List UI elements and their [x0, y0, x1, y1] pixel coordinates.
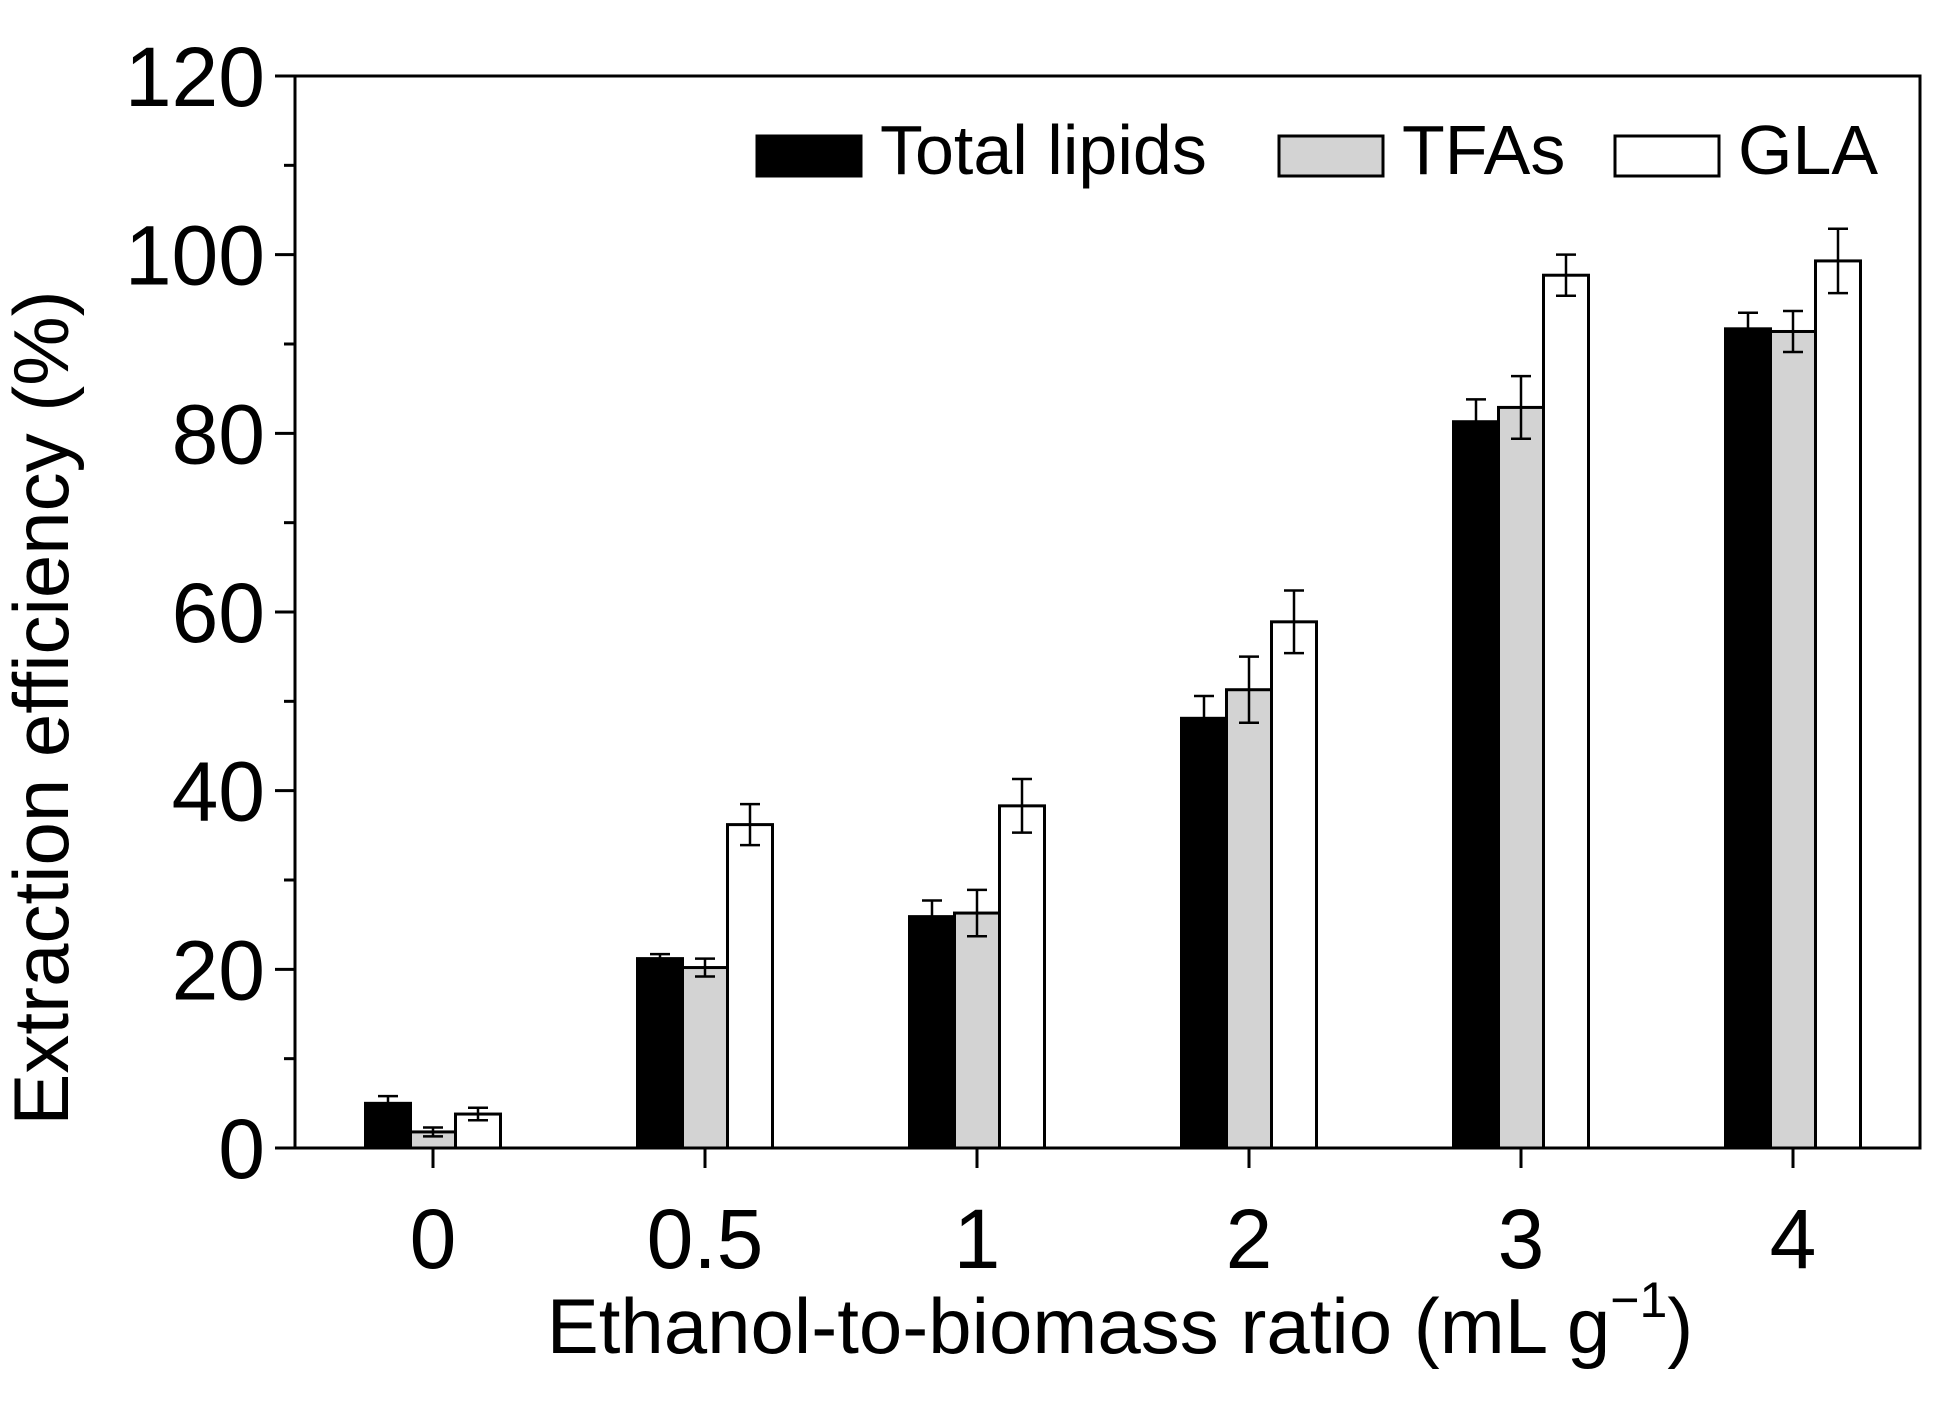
bar-tfas-1 [953, 911, 1001, 1150]
bar-gla-3 [1542, 273, 1590, 1150]
x-tick-label: 0.5 [647, 1192, 764, 1286]
legend-swatch-tfas [1277, 134, 1385, 178]
x-tick-label: 2 [1226, 1192, 1273, 1286]
plot-area [364, 227, 1862, 1150]
legend: Total lipids TFAs GLA [755, 111, 1878, 189]
y-tick-label: 120 [125, 30, 265, 124]
plot-frame [293, 74, 1922, 1150]
legend-label-tfas: TFAs [1402, 111, 1565, 189]
x-tick-label: 1 [954, 1192, 1001, 1286]
y-tick-label: 0 [218, 1102, 265, 1196]
bar-gla-1 [998, 804, 1046, 1150]
y-axis-title: Extraction efficiency (%) [0, 290, 85, 1125]
bar-total-lipids-2 [1180, 716, 1228, 1150]
legend-swatch-gla [1613, 134, 1721, 178]
bar-gla-0.5 [726, 823, 774, 1150]
bar-total-lipids-4 [1724, 327, 1772, 1150]
y-tick-label: 60 [172, 566, 265, 660]
bar-total-lipids-0.5 [636, 957, 684, 1150]
legend-label-gla: GLA [1738, 111, 1878, 189]
bar-total-lipids-3 [1452, 420, 1500, 1150]
x-tick-label: 3 [1498, 1192, 1545, 1286]
y-tick-label: 20 [172, 923, 265, 1017]
x-tick-label: 0 [410, 1192, 457, 1286]
legend-swatch-total-lipids [755, 134, 863, 178]
x-tick-label: 4 [1770, 1192, 1817, 1286]
x-axis-title-close: ) [1667, 1282, 1693, 1370]
bar-tfas-2 [1225, 688, 1273, 1150]
bar-tfas-0.5 [681, 966, 729, 1150]
y-tick-label: 100 [125, 209, 265, 303]
bar-gla-4 [1814, 259, 1862, 1150]
x-axis-title: Ethanol-to-biomass ratio (mL g−1) [547, 1272, 1694, 1370]
y-tick-label: 80 [172, 387, 265, 481]
y-tick-label: 40 [172, 745, 265, 839]
bar-total-lipids-1 [908, 915, 956, 1150]
bar-gla-2 [1270, 620, 1318, 1150]
bar-tfas-3 [1497, 405, 1545, 1150]
legend-label-total-lipids: Total lipids [880, 111, 1207, 189]
x-axis-title-main: Ethanol-to-biomass ratio (mL g [547, 1282, 1611, 1370]
bar-tfas-4 [1769, 329, 1817, 1150]
x-axis-title-superscript: −1 [1610, 1272, 1667, 1328]
